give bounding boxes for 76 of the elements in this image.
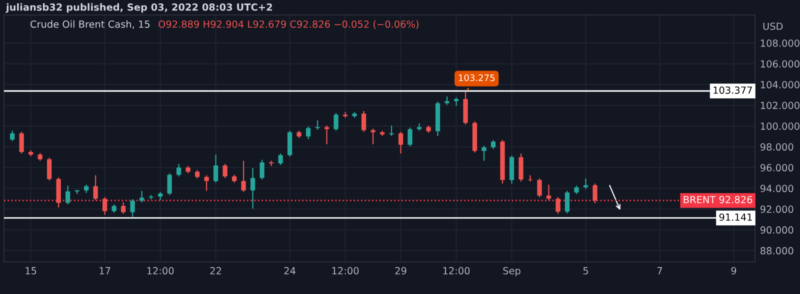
candlestick (546, 184, 552, 201)
candlestick (306, 126, 311, 140)
x-tick-label: 29 (395, 267, 406, 274)
candlestick (334, 112, 338, 132)
y-tick-label: 98.000 (760, 143, 794, 151)
candlestick (583, 178, 588, 190)
candlestick (463, 92, 468, 126)
annotation: O92.889 H92.904 L92.679 C92.826 −0.052 (−0.06%) (158, 20, 418, 29)
annotation: 103.275 (458, 74, 494, 82)
y-tick-label: 92.000 (760, 206, 794, 213)
candlestick (537, 178, 542, 198)
x-tick-label: 12:00 (147, 267, 174, 274)
candlestick (66, 185, 70, 205)
y-tick-label: 88.000 (760, 247, 794, 254)
candlestick (370, 128, 376, 145)
candlestick (167, 172, 172, 196)
candlestick (518, 152, 524, 182)
candlestick (416, 122, 422, 132)
ref-line-label: BRENT 92.826 (684, 196, 752, 204)
candlestick (556, 196, 560, 214)
candlestick (268, 160, 274, 167)
x-tick-label: 24 (284, 267, 296, 274)
candlestick (176, 163, 182, 177)
candlestick (408, 127, 412, 147)
candlestick (204, 174, 209, 192)
x-tick-label: 15 (26, 267, 36, 274)
y-tick-label: 108.000 (760, 40, 800, 47)
y-tick-label: 94.000 (760, 184, 794, 192)
x-tick-label: 7 (657, 267, 662, 274)
y-tick-label: 96.000 (760, 164, 794, 172)
y-axis-title: USD (763, 22, 783, 30)
candlestick (361, 110, 366, 132)
candlestick (102, 196, 108, 216)
candlestick (315, 120, 320, 130)
candlestick (482, 145, 486, 162)
candlestick (213, 154, 218, 184)
ref-line-label: 91.141 (719, 213, 752, 221)
candlestick (260, 159, 264, 180)
candlestick (389, 124, 394, 136)
x-tick-label: 12:00 (443, 267, 470, 274)
ref-line-label: 103.377 (714, 86, 752, 94)
candlestick (342, 111, 348, 118)
candlestick (398, 131, 404, 154)
candlestick (130, 198, 135, 218)
x-tick-label: 5 (583, 267, 588, 274)
candlestick (509, 155, 514, 184)
x-tick-label: 9 (731, 267, 736, 274)
x-tick-label: 22 (210, 267, 222, 274)
y-tick-label: 100.000 (760, 122, 800, 130)
candlestick (120, 202, 126, 214)
candlestick (10, 130, 15, 142)
candlestick (324, 124, 330, 145)
candlestick (528, 174, 533, 182)
y-tick-label: 90.000 (760, 226, 794, 234)
candlestick (287, 130, 292, 158)
candlestick (19, 131, 24, 154)
candlestick (139, 190, 144, 203)
annotation: Crude Oil Brent Cash, 15 (30, 20, 150, 29)
y-tick-label: 106.000 (760, 60, 800, 68)
candlestick (93, 174, 98, 201)
y-tick-label: 104.000 (760, 81, 800, 88)
x-tick-label: 12:00 (332, 267, 359, 274)
candlestick (454, 96, 459, 106)
candlestick (56, 176, 61, 208)
candlestick (592, 183, 598, 204)
candlestick (278, 152, 283, 166)
candlestick (380, 130, 385, 136)
candlestick (47, 157, 52, 182)
text: juliansb32 published, Sep 03, 2022 08:03 UTC+2 (6, 3, 272, 13)
x-tick-label: Sep (503, 267, 520, 276)
x-tick-label: 17 (100, 267, 110, 274)
candlestick (250, 168, 256, 210)
candlestick (564, 190, 570, 214)
candlestick (222, 163, 228, 178)
y-tick-label: 102.000 (760, 102, 800, 110)
candlestick (241, 160, 246, 192)
